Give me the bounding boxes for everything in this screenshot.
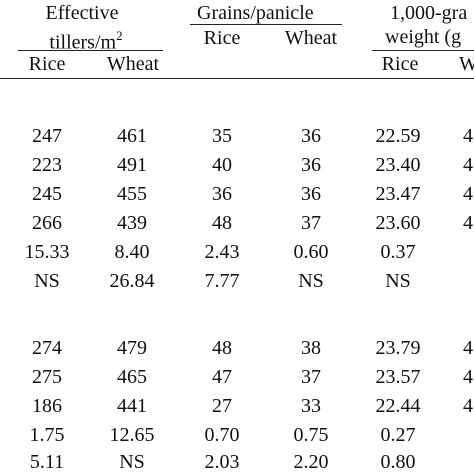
- cell-eff-wheat: 12.65: [109, 424, 155, 446]
- cell-eff-rice: 1.75: [29, 424, 65, 446]
- cell-grains-rice: 35: [212, 125, 232, 147]
- cell-eff-wheat: 461: [117, 125, 147, 147]
- cell-gw-rice: 23.47: [375, 183, 421, 205]
- cell-gw-wheat: 4: [463, 183, 473, 205]
- cell-eff-rice: 247: [32, 125, 62, 147]
- cell-gw-rice: 0.27: [380, 424, 416, 446]
- cell-eff-rice: 245: [32, 183, 62, 205]
- cell-eff-rice: 274: [32, 337, 62, 359]
- cell-grains-rice: 27: [212, 395, 232, 417]
- cell-gw-rice: 0.80: [380, 451, 416, 473]
- subheader-grains-wheat: Wheat: [284, 27, 338, 49]
- cell-eff-wheat: 465: [117, 366, 147, 388]
- cell-eff-rice: 275: [32, 366, 62, 388]
- header-effective-line2: tillers/m2: [49, 26, 122, 54]
- cell-gw-wheat: 4: [463, 395, 473, 417]
- cell-grains-rice: 48: [212, 337, 232, 359]
- cell-grains-wheat: 2.20: [293, 451, 329, 473]
- cell-gw-rice: 22.44: [375, 395, 421, 417]
- cell-eff-wheat: 26.84: [109, 270, 155, 292]
- cell-eff-wheat: 491: [117, 154, 147, 176]
- cell-grains-rice: 40: [212, 154, 232, 176]
- cell-eff-wheat: 479: [117, 337, 147, 359]
- cell-gw-wheat: 4: [463, 212, 473, 234]
- cell-grains-wheat: 37: [301, 212, 321, 234]
- cell-eff-rice: 186: [32, 395, 62, 417]
- cell-gw-wheat: 4: [463, 337, 473, 359]
- cell-eff-wheat: NS: [119, 451, 145, 473]
- cell-eff-rice: 266: [32, 212, 62, 234]
- cell-gw-rice: 23.57: [375, 366, 421, 388]
- subheader-eff-rice: Rice: [28, 53, 66, 75]
- subheader-eff-wheat: Wheat: [106, 53, 160, 75]
- subheader-gw-rice: Rice: [381, 53, 419, 75]
- cell-grains-wheat: 36: [301, 183, 321, 205]
- cell-eff-wheat: 441: [117, 395, 147, 417]
- cell-gw-wheat: 4: [463, 154, 473, 176]
- subheader-gw-wheat: W: [459, 53, 474, 75]
- cell-grains-rice: 2.03: [204, 451, 240, 473]
- cell-grains-rice: 7.77: [204, 270, 240, 292]
- cell-gw-rice: 23.60: [375, 212, 421, 234]
- cell-grains-wheat: NS: [298, 270, 324, 292]
- cell-gw-rice: 23.79: [375, 337, 421, 359]
- cell-eff-rice: 15.33: [24, 241, 70, 263]
- header-effective-superscript: 2: [116, 28, 123, 43]
- subheader-grains-rice: Rice: [203, 27, 241, 49]
- header-rule-grains: [190, 24, 342, 26]
- header-effective-unit: tillers/m: [49, 31, 117, 54]
- cell-grains-rice: 48: [212, 212, 232, 234]
- header-grains-panicle: Grains/panicle: [197, 2, 314, 24]
- cell-eff-rice: 5.11: [29, 451, 65, 473]
- cell-grains-wheat: 37: [301, 366, 321, 388]
- cell-grains-rice: 2.43: [204, 241, 240, 263]
- cell-grains-rice: 0.70: [204, 424, 240, 446]
- cell-grains-wheat: 0.75: [293, 424, 329, 446]
- cell-eff-wheat: 439: [117, 212, 147, 234]
- cell-grains-rice: 36: [212, 183, 232, 205]
- cell-gw-wheat: 4: [463, 125, 473, 147]
- cell-gw-rice: 22.59: [375, 125, 421, 147]
- header-grain-weight-line2: weight (g: [385, 26, 462, 48]
- cell-gw-rice: 23.40: [375, 154, 421, 176]
- cell-eff-wheat: 455: [117, 183, 147, 205]
- header-bottom-rule: [0, 78, 474, 80]
- cell-grains-wheat: 36: [301, 154, 321, 176]
- cell-grains-wheat: 38: [301, 337, 321, 359]
- cell-gw-wheat: 4: [463, 366, 473, 388]
- cell-grains-wheat: 0.60: [293, 241, 329, 263]
- header-rule-effective: [18, 50, 163, 52]
- header-rule-grain-weight: [372, 50, 474, 52]
- cell-eff-wheat: 8.40: [114, 241, 150, 263]
- cell-grains-wheat: 33: [301, 395, 321, 417]
- cell-gw-rice: 0.37: [380, 241, 416, 263]
- header-effective-line1: Effective: [45, 2, 119, 24]
- cell-grains-rice: 47: [212, 366, 232, 388]
- cell-gw-rice: NS: [385, 270, 411, 292]
- cell-eff-rice: NS: [34, 270, 60, 292]
- cell-eff-rice: 223: [32, 154, 62, 176]
- header-grain-weight-line1: 1,000-gra: [390, 2, 468, 24]
- cell-grains-wheat: 36: [301, 125, 321, 147]
